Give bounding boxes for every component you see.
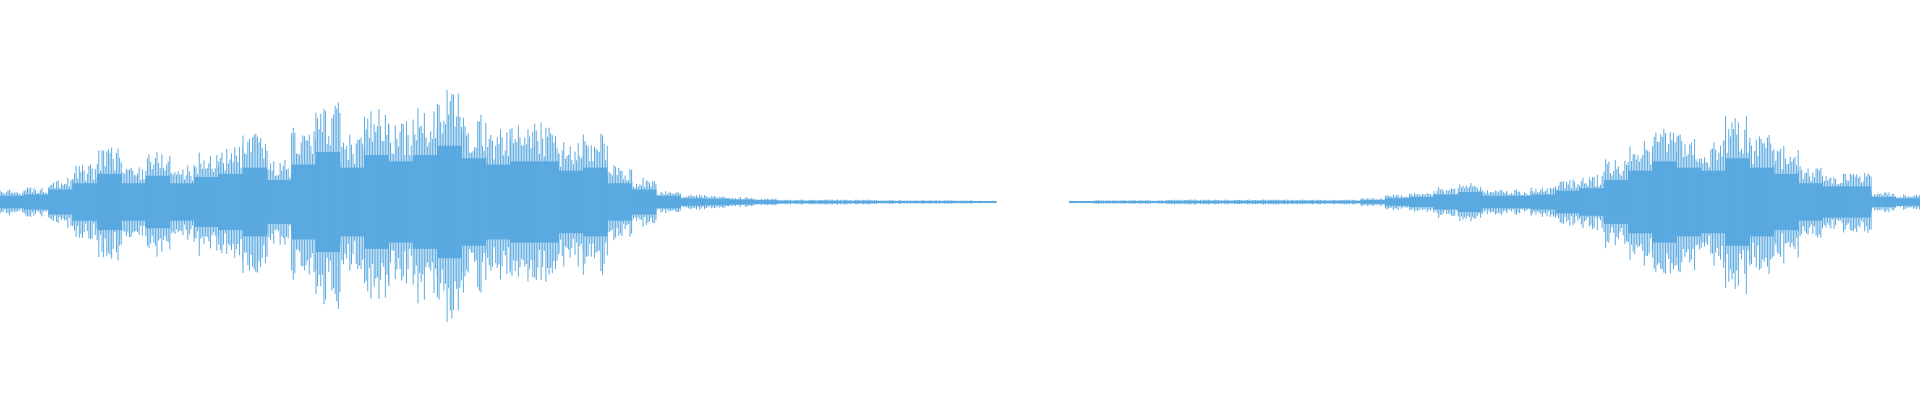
waveform-core (1166, 200, 1191, 204)
waveform-core (680, 198, 705, 206)
waveform-core (777, 200, 803, 204)
waveform-core (413, 155, 438, 249)
waveform-core (899, 201, 924, 203)
waveform-core (704, 198, 730, 206)
waveform-core (753, 200, 778, 204)
waveform-core (1117, 201, 1143, 203)
waveform-core (170, 183, 195, 221)
waveform-core (923, 201, 948, 203)
waveform-core (1288, 200, 1313, 204)
waveform-core (437, 145, 462, 259)
waveform-core (1239, 200, 1264, 204)
waveform-core (1336, 200, 1362, 204)
waveform-core (218, 173, 244, 231)
waveform-core (1409, 197, 1434, 207)
waveform-core (486, 164, 511, 240)
waveform-core (1871, 197, 1896, 207)
waveform-core (534, 161, 559, 243)
waveform-core (72, 183, 98, 221)
waveform-core (388, 161, 414, 243)
waveform-core (291, 164, 316, 240)
waveform-core (145, 175, 171, 229)
waveform-core (1579, 188, 1605, 216)
waveform-core (194, 177, 219, 227)
waveform-core (1190, 200, 1216, 204)
waveform-core (729, 199, 754, 205)
waveform-core (461, 158, 487, 246)
waveform-core (1774, 173, 1799, 231)
waveform-core (947, 201, 973, 203)
waveform-core (48, 189, 73, 215)
waveform-core (1676, 167, 1702, 237)
waveform-core (607, 183, 632, 221)
waveform-core (243, 167, 268, 237)
waveform-core (1749, 167, 1775, 237)
waveform-core (1701, 170, 1726, 234)
waveform-core (364, 155, 389, 249)
waveform-core (1895, 198, 1920, 206)
waveform-core (850, 200, 875, 204)
waveform-core (874, 201, 900, 203)
waveform-core (1604, 180, 1629, 224)
waveform-core (267, 180, 292, 224)
waveform-core (972, 201, 997, 203)
waveform-core (558, 170, 584, 234)
waveform-core (1361, 200, 1386, 204)
waveform-core (1652, 161, 1677, 243)
waveform-core (1385, 198, 1410, 206)
waveform-core (631, 189, 657, 215)
waveform-core (1847, 186, 1872, 218)
waveform-core (802, 200, 827, 204)
waveform-core (97, 173, 122, 231)
waveform-core (1628, 170, 1653, 234)
waveform-core (340, 167, 365, 237)
waveform-core (1093, 201, 1118, 203)
waveform-core (315, 152, 341, 252)
waveform-core (1725, 158, 1750, 246)
waveform-core (826, 200, 851, 204)
waveform-core (510, 161, 535, 243)
waveform-core (583, 167, 608, 237)
waveform-core (121, 183, 146, 221)
waveform-core (1798, 183, 1823, 221)
waveform-core (1069, 201, 1094, 203)
waveform-core (1142, 201, 1167, 203)
waveform-core (1215, 200, 1240, 204)
waveform-core (1822, 186, 1848, 218)
waveform-core (1263, 200, 1289, 204)
waveform-core (1312, 200, 1337, 204)
